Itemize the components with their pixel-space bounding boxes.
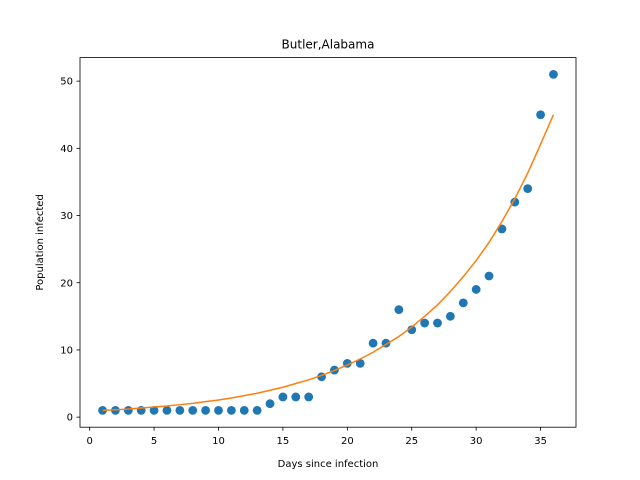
x-tick-label: 30 [470,436,483,447]
data-point [291,392,301,402]
x-axis-label: Days since infection [278,459,379,470]
data-point [394,305,404,314]
y-tick-label: 10 [60,346,73,357]
x-tick-label: 25 [405,436,418,447]
data-point [278,392,288,402]
y-tick-label: 0 [67,413,73,424]
y-tick-label: 30 [60,211,73,222]
y-tick-label: 20 [60,278,73,289]
x-tick-label: 15 [277,436,290,447]
data-point [497,224,507,234]
data-point [484,271,494,281]
data-point [536,110,545,120]
data-point [523,184,533,194]
data-point [175,406,185,415]
data-point [226,406,236,415]
data-point [433,318,442,328]
x-tick-label: 0 [86,436,92,447]
plot-area [98,70,558,415]
data-point [149,406,159,415]
fit-line [102,114,555,412]
data-point [355,358,365,368]
data-point [549,70,558,79]
data-point [239,406,249,415]
y-tick-label: 40 [60,144,73,155]
x-axis-ticks: 0 5 10 15 20 25 30 35 [86,427,547,447]
data-point [510,197,520,207]
data-point [252,406,262,415]
data-point [188,406,198,415]
y-axis-label: Population infected [35,194,46,290]
y-tick-label: 50 [60,77,73,88]
y-axis-ticks: 0 10 20 30 40 50 [60,77,80,424]
data-point [420,318,430,328]
data-point [458,298,468,308]
x-tick-label: 5 [151,436,157,447]
data-point [123,406,133,415]
data-point [265,399,275,409]
data-point [368,338,378,348]
data-point [162,406,172,415]
x-tick-label: 35 [534,436,547,447]
x-tick-label: 20 [341,436,354,447]
data-point [214,406,223,415]
chart-title: Butler,Alabama [282,38,375,52]
data-point [471,285,481,294]
data-point [445,311,455,321]
axes-frame [79,57,577,428]
x-tick-label: 10 [212,436,225,447]
data-point [304,392,314,402]
data-point [407,325,417,335]
axes [79,57,577,428]
data-point [201,406,211,415]
